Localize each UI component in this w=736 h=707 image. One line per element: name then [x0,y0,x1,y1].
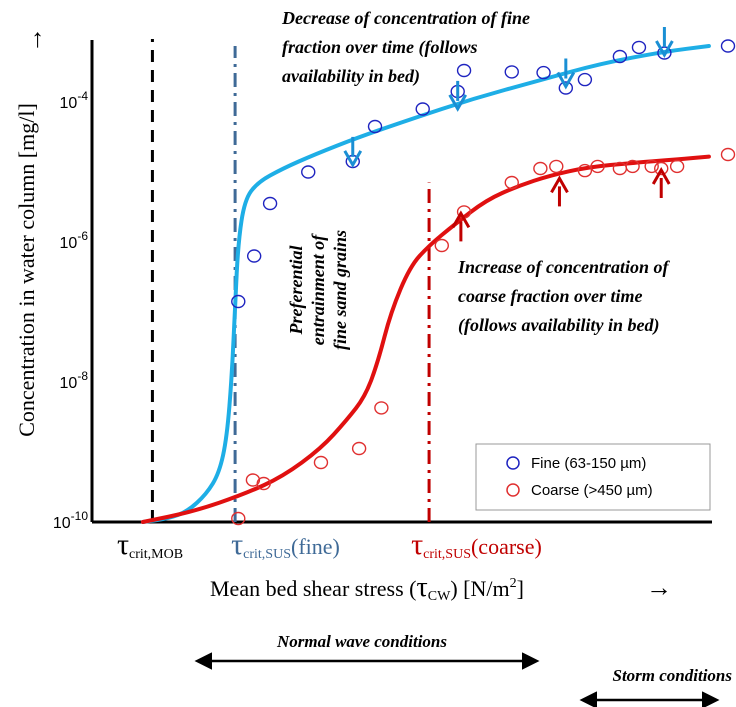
y-axis-arrow: → [19,27,48,53]
fine-note-line-2: fraction over time (follows [282,37,477,58]
point-fine-12 [577,72,593,87]
point-fine-0 [231,294,246,309]
point-fine-3 [301,165,316,179]
point-fine-11 [558,81,574,95]
coarse-note-line-2: coarse fraction over time [458,286,642,306]
preferential-note-line-1: Preferential [286,246,306,336]
x-axis-title: Mean bed shear stress (τCW) [N/m2] [210,572,524,604]
trend-arrow-0 [343,136,363,168]
point-fine-14 [631,40,647,55]
fine-note-line-1: Decrease of concentration of fine [281,8,530,28]
fine-note-line-3: availability in bed) [282,66,420,87]
point-fine-8 [456,63,472,78]
point-coarse-5 [374,401,389,415]
point-fine-2 [262,196,278,211]
coarse-note: Increase of concentration of coarse frac… [457,257,670,336]
point-coarse-1 [245,473,261,487]
point-fine-9 [504,65,519,79]
preferential-note: Preferential entrainment of fine sand gr… [286,230,350,350]
point-coarse-14 [625,159,640,174]
coarse-note-line-3: (follows availability in bed) [458,315,659,336]
trend-arrow-2 [556,58,576,90]
trend-arrow-3 [655,27,674,59]
point-coarse-17 [669,159,685,174]
trend-curves [140,44,711,524]
threshold-label-2: τcrit,SUS(coarse) [411,528,542,562]
y-tick-label-2: 10-6 [60,229,89,252]
trend-arrow-5 [550,175,569,207]
threshold-label-0: τcrit,MOB [117,528,183,562]
point-coarse-12 [590,159,605,174]
point-coarse-4 [351,441,367,456]
point-coarse-9 [533,161,548,176]
point-coarse-2 [256,476,271,491]
point-coarse-16 [654,161,669,176]
y-tick-label-0: 10-10 [53,509,88,532]
point-fine-13 [612,49,628,64]
point-coarse-6 [434,238,449,253]
y-tick-labels: 10-10 10-8 10-6 10-4 [53,89,88,532]
point-coarse-10 [549,159,564,174]
legend: Fine (63-150 µm) Coarse (>450 µm) [475,443,711,511]
fine-note: Decrease of concentration of fine fracti… [281,8,530,87]
point-coarse-0 [231,511,246,526]
point-coarse-11 [577,163,593,178]
preferential-note-line-2: entrainment of [308,233,328,346]
y-axis-title: Concentration in water column [mg/l] [14,103,39,437]
curve-fine [140,44,711,524]
point-coarse-3 [313,455,329,470]
point-fine-5 [367,119,383,134]
legend-coarse-label: Coarse (>450 µm) [531,482,653,499]
point-coarse-15 [644,159,659,174]
legend-fine-marker [506,456,520,470]
point-fine-6 [415,102,430,116]
normal-conditions-label: Normal wave conditions [276,632,447,651]
trend-arrows [343,27,674,242]
preferential-note-line-3: fine sand grains [330,230,350,350]
legend-coarse-marker [506,483,520,497]
point-fine-16 [720,39,736,53]
point-fine-1 [246,249,262,263]
trend-arrow-6 [651,166,671,198]
storm-conditions-range: Storm conditions [579,666,732,707]
curve-coarse [140,154,711,524]
coarse-note-line-1: Increase of concentration of [457,257,670,277]
legend-fine-label: Fine (63-150 µm) [531,455,646,472]
x-axis-arrow: → [646,573,672,602]
point-coarse-8 [504,175,519,190]
svg-text:Concentration in water column: Concentration in water column [mg/l] [14,103,39,437]
threshold-label-1: τcrit,SUS(fine) [231,528,340,562]
y-tick-label-3: 10-4 [60,89,89,112]
y-tick-label-1: 10-8 [60,369,89,392]
storm-conditions-label: Storm conditions [612,666,732,685]
point-fine-10 [536,65,551,80]
normal-conditions-range: Normal wave conditions [194,632,540,670]
point-coarse-18 [720,147,736,162]
threshold-labels: τcrit,MOB τcrit,SUS(fine) τcrit,SUS(coarse… [117,528,542,562]
trend-arrow-1 [448,80,468,112]
legend-box [475,443,711,511]
trend-arrow-4 [451,210,471,242]
